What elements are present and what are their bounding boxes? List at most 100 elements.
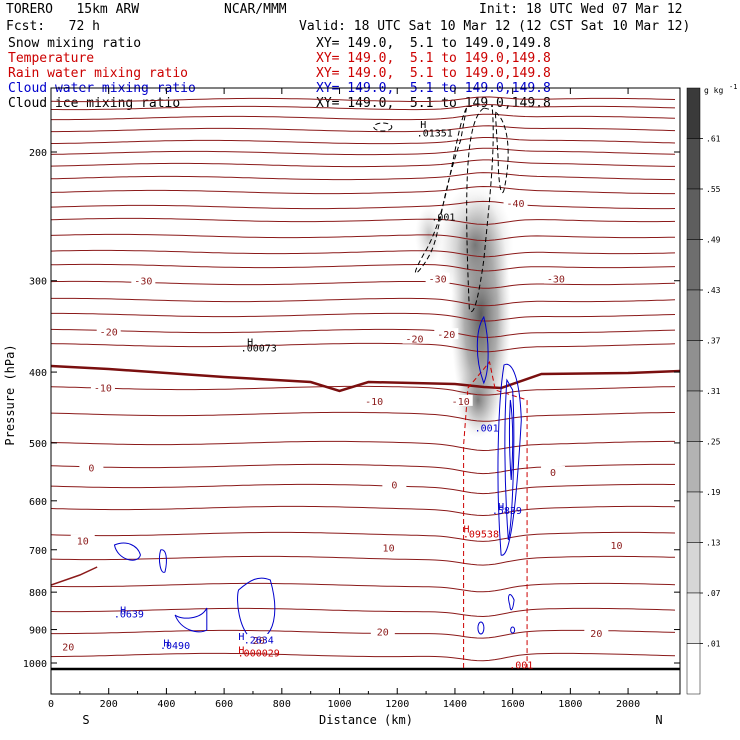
colorbar-tick-label: .55	[706, 185, 721, 194]
isotherm-label: -30	[134, 277, 152, 288]
colorbar-swatch	[686, 643, 701, 695]
isotherm-label: 0	[550, 468, 556, 479]
isotherm-line	[51, 137, 676, 145]
colorbar-swatch	[686, 289, 701, 341]
isotherm-line	[51, 172, 676, 181]
colorbar-swatch	[686, 491, 701, 543]
maximum-value-label: .001	[431, 212, 455, 223]
isotherm-label: 20	[62, 643, 74, 654]
x-tick-label: 2000	[616, 699, 640, 710]
colorbar-unit-exponent: -1	[729, 83, 737, 91]
isotherm-label: -30	[547, 275, 565, 286]
y-tick-label: 900	[29, 626, 47, 637]
maximum-value-label: .0490	[160, 641, 190, 652]
colorbar-swatch	[686, 239, 701, 291]
y-tick-label: 500	[29, 439, 47, 450]
colorbar-tick-label: .31	[706, 387, 721, 396]
y-tick-label: 400	[29, 368, 47, 379]
isotherm-label: 20	[253, 636, 265, 647]
isotherm-label-bg	[543, 272, 568, 284]
field-name-rain: Rain water mixing ratio	[8, 66, 189, 81]
isotherm-line	[51, 280, 676, 289]
isotherm-label: -10	[452, 397, 470, 408]
isotherm-label: 10	[383, 543, 395, 554]
isotherm-label-bg	[56, 640, 81, 652]
colorbar-swatch	[686, 138, 701, 190]
isotherm-label-bg	[79, 461, 104, 473]
maximum-value-label: .2634	[244, 635, 274, 646]
colorbar-swatch	[686, 542, 701, 594]
isotherm-line	[51, 200, 676, 210]
x-tick-label: 1000	[327, 699, 351, 710]
field-name-cloud-water: Cloud water mixing ratio	[8, 81, 196, 96]
cloud-water-contour	[158, 549, 167, 573]
isotherm-line	[51, 297, 676, 307]
colorbar-swatch	[686, 390, 701, 442]
isotherm-line	[51, 159, 675, 168]
cloud-water-contour	[477, 621, 485, 635]
maximum-marker: H	[120, 606, 126, 617]
colorbar-swatch	[686, 340, 701, 392]
isotherm-label-bg	[402, 332, 427, 344]
isotherm-line	[51, 505, 676, 517]
colorbar-unit: g kg	[704, 86, 723, 95]
isotherm-label-bg	[362, 394, 387, 406]
field-name-snow: Snow mixing ratio	[8, 36, 142, 51]
maximum-value-label: .00073	[241, 343, 277, 354]
isotherm-line	[51, 263, 676, 272]
freezing-isotherm	[51, 364, 680, 393]
isotherm-line	[51, 411, 675, 422]
x-axis-title: Distance (km)	[319, 713, 413, 727]
maximum-marker: H	[163, 639, 169, 650]
maximum-marker: H	[238, 632, 244, 643]
y-axis-title: Pressure (hPa)	[3, 344, 17, 445]
x-tick-label: 0	[48, 699, 54, 710]
isotherm-line	[51, 531, 676, 542]
field-xy-temperature: XY= 149.0, 5.1 to 149.0,149.8	[316, 51, 551, 66]
maximum-marker: H	[463, 525, 469, 536]
endpoint-left-label: S	[82, 713, 89, 727]
cloud-ice-contour	[415, 107, 467, 274]
isotherm-line	[51, 483, 675, 495]
isotherm-label-bg	[370, 625, 395, 637]
maximum-value-label: .0639	[114, 609, 144, 620]
x-tick-label: 400	[157, 699, 175, 710]
isotherm-line	[51, 440, 675, 452]
maximum-value-label: .01351	[417, 128, 453, 139]
colorbar-swatch	[686, 592, 701, 644]
maximum-marker: H	[420, 120, 426, 131]
isotherm-label: 10	[610, 541, 622, 552]
y-tick-label: 700	[29, 546, 47, 557]
y-tick-label: 300	[29, 277, 47, 288]
maximum-value-label: .000029	[238, 649, 280, 660]
endpoint-right-label: N	[655, 713, 662, 727]
x-tick-label: 200	[100, 699, 118, 710]
cloud-water-contour	[510, 626, 516, 634]
field-name-cloud-ice: Cloud ice mixing ratio	[8, 96, 181, 111]
field-xy-rain: XY= 149.0, 5.1 to 149.0,149.8	[316, 66, 551, 81]
field-name-temperature: Temperature	[8, 51, 95, 66]
isotherm-line	[51, 629, 676, 639]
isotherm-line	[51, 385, 676, 396]
isotherm-label: 0	[88, 463, 94, 474]
cloud-ice-contour	[494, 111, 509, 193]
isotherm-label-bg	[448, 394, 473, 406]
y-tick-label: 200	[29, 148, 47, 159]
colorbar-tick-label: .25	[706, 438, 721, 447]
isotherm-line	[51, 233, 676, 242]
isotherm-line	[51, 312, 676, 322]
isotherm-line	[51, 125, 676, 133]
snow-shading-side	[414, 205, 443, 265]
isotherm-label-bg	[376, 541, 401, 553]
maximum-marker: H	[247, 337, 253, 348]
colorbar-tick-label: .13	[706, 539, 721, 548]
isotherm-label: 20	[377, 627, 389, 638]
x-tick-label: 1800	[558, 699, 582, 710]
maximum-value-label: .001	[475, 423, 499, 434]
isotherm-line	[51, 328, 676, 338]
snow-shading-upper	[437, 185, 514, 305]
model-title: TORERO 15km ARW	[6, 2, 140, 17]
isotherm-label-bg	[90, 381, 115, 393]
isotherm-label: 0	[391, 481, 397, 492]
